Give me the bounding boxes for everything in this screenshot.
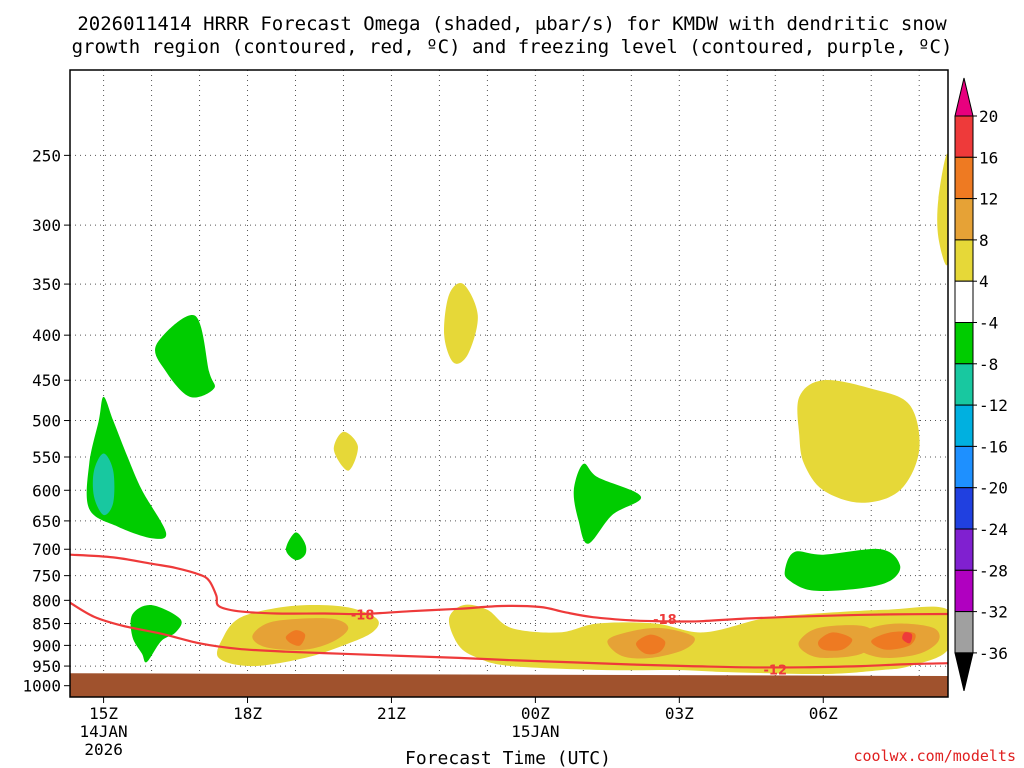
colorbar-label-9: -20 [979, 479, 1008, 498]
colorbar-label-0: 20 [979, 107, 998, 126]
colorbar-swatch-5 [954, 322, 974, 365]
colorbar-label-10: -24 [979, 520, 1008, 539]
colorbar-swatch-2 [954, 198, 974, 241]
surface-ground [70, 673, 948, 697]
colorbar-label-6: -8 [979, 355, 998, 374]
colorbar-swatch-7 [954, 404, 974, 447]
omega-region-green-750 [784, 548, 901, 592]
colorbar-top-arrow [954, 77, 974, 117]
colorbar-swatch-3 [954, 239, 974, 282]
ytick-label-500: 500 [32, 412, 61, 431]
colorbar-swatch-8 [954, 445, 974, 489]
colorbar-swatch-4 [954, 280, 974, 324]
omega-region-yellow-500 [797, 380, 920, 503]
colorbar-swatch-10 [954, 528, 974, 571]
omega-region-green-400 [155, 314, 215, 398]
omega-region-dkorange-06z [817, 632, 853, 651]
ytick-label-250: 250 [32, 146, 61, 165]
colorbar-label-2: 12 [979, 190, 998, 209]
contour-label-1: -18 [653, 613, 677, 628]
colorbar-swatch-12 [954, 611, 974, 654]
ytick-label-950: 950 [32, 657, 61, 676]
colorbar-label-8: -16 [979, 437, 1008, 456]
ytick-label-400: 400 [32, 326, 61, 345]
ytick-label-600: 600 [32, 481, 61, 500]
chart-title-line2: growth region (contoured, red, ºC) and f… [72, 36, 953, 58]
colorbar-swatch-9 [954, 487, 974, 530]
ytick-label-850: 850 [32, 615, 61, 634]
omega-shading [86, 153, 948, 675]
xtick-label-15-0: 15Z [89, 704, 118, 723]
xtick-label-18-0: 18Z [233, 704, 262, 723]
ytick-label-550: 550 [32, 448, 61, 467]
omega-region-yellow-380 [444, 283, 478, 364]
omega-region-dkorange-19z [285, 630, 306, 646]
xtick-label-15-2: 2026 [84, 740, 123, 759]
ytick-label-650: 650 [32, 512, 61, 531]
colorbar-swatch-11 [954, 569, 974, 613]
xtick-label-27-0: 03Z [665, 704, 694, 723]
omega-region-red-0730z [902, 632, 913, 644]
xtick-label-15-1: 14JAN [79, 722, 127, 741]
omega-region-dkorange-02z [636, 634, 666, 655]
colorbar-label-1: 16 [979, 148, 998, 167]
y-axis-ticks: 250 300 350 400 450 500 550 600 650 700 750 800 850 9… [22, 146, 70, 696]
contour-line-0 [70, 553, 948, 623]
temperature-contours: -18 -18 -12 [70, 553, 948, 678]
omega-region-teal-core [92, 453, 115, 516]
credit-text: coolwx.com/modelts [853, 747, 1016, 765]
xtick-label-21-0: 21Z [377, 704, 406, 723]
colorbar-label-13: -36 [979, 644, 1008, 663]
ytick-label-1000: 1000 [22, 677, 61, 696]
omega-region-green-600 [573, 463, 642, 544]
contour-label-2: -12 [764, 663, 788, 678]
ytick-label-750: 750 [32, 567, 61, 586]
surface-terrain [70, 673, 948, 697]
x-axis-label: Forecast Time (UTC) [405, 748, 611, 768]
ytick-label-900: 900 [32, 636, 61, 655]
colorbar-label-4: 4 [979, 272, 989, 291]
ytick-label-450: 450 [32, 371, 61, 390]
colorbar-label-11: -28 [979, 561, 1008, 580]
omega-region-yellow-540 [333, 431, 358, 471]
contour-label-0: -18 [351, 608, 375, 623]
colorbar-swatch-6 [954, 363, 974, 406]
colorbar-bottom-arrow [954, 652, 974, 692]
colorbar-label-12: -32 [979, 603, 1008, 622]
colorbar-label-5: -4 [979, 314, 998, 333]
xtick-label-24-0: 00Z [521, 704, 550, 723]
plot-frame [69, 69, 949, 698]
ytick-label-350: 350 [32, 275, 61, 294]
xtick-label-30-0: 06Z [809, 704, 838, 723]
chart-title-line1: 2026011414 HRRR Forecast Omega (shaded, … [77, 13, 947, 35]
contour-line-2 [70, 601, 948, 669]
plot-background [70, 70, 948, 697]
omega-region-green-700 [285, 532, 307, 561]
colorbar-swatch-1 [954, 156, 974, 200]
colorbar-label-7: -12 [979, 396, 1008, 415]
colorbar: 20 16 12 8 4 -4 -8 -12 -16 -20 -24 -28 -32 -36 [954, 77, 1008, 692]
xtick-label-24-1: 15JAN [511, 722, 559, 741]
ytick-label-700: 700 [32, 540, 61, 559]
omega-region-yellow-top-right [937, 153, 948, 266]
ytick-label-300: 300 [32, 216, 61, 235]
colorbar-swatch-0 [954, 115, 974, 158]
colorbar-label-3: 8 [979, 231, 989, 250]
ytick-label-800: 800 [32, 591, 61, 610]
